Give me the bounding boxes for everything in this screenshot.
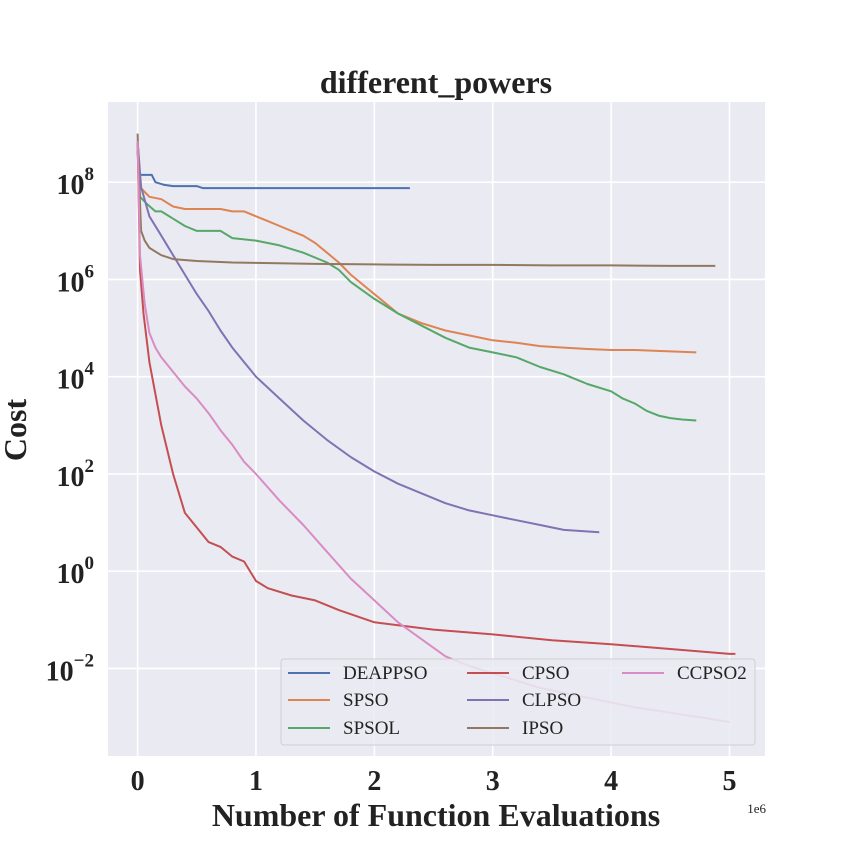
y-tick-label: 100 (57, 553, 95, 590)
legend-label-cpso: CPSO (522, 663, 570, 684)
x-tick-label: 5 (722, 766, 736, 797)
x-axis-label: Number of Function Evaluations (212, 797, 660, 833)
x-tick-label: 1 (249, 766, 263, 797)
legend-label-spso: SPSO (343, 690, 388, 711)
series-lines (136, 133, 736, 723)
x-tick-labels: 0 1 2 3 4 5 (131, 766, 737, 797)
x-tick-label: 2 (367, 766, 381, 797)
y-tick-labels: 108 106 104 102 100 10−2 (46, 164, 95, 687)
x-tick-label: 4 (604, 766, 618, 797)
chart-title: different_powers (320, 64, 552, 100)
legend: DEAPPSO SPSO SPSOL CPSO CLPSO IPSO CCPSO2 (280, 658, 756, 746)
grid (108, 102, 765, 756)
x-tick-label: 3 (486, 766, 500, 797)
y-tick-label: 104 (57, 359, 95, 396)
series-line-cpso (136, 140, 736, 655)
series-line-ipso (136, 133, 716, 267)
plot-background (108, 102, 765, 756)
legend-label-ccpso2: CCPSO2 (677, 663, 747, 684)
x-tick-label: 0 (131, 766, 145, 797)
legend-box (280, 658, 756, 746)
y-axis-label: Cost (0, 399, 33, 462)
series-line-deappso (136, 150, 410, 190)
y-tick-label: 102 (57, 456, 95, 493)
series-line-spso (136, 140, 697, 354)
y-tick-label: 10−2 (46, 650, 94, 687)
legend-label-deappso: DEAPPSO (343, 663, 427, 684)
x-offset-label: 1e6 (747, 801, 766, 816)
series-line-spsol (136, 140, 697, 422)
legend-label-clpso: CLPSO (522, 690, 581, 711)
legend-label-ipso: IPSO (522, 718, 563, 739)
legend-label-spsol: SPSOL (343, 718, 400, 739)
y-tick-label: 106 (57, 261, 95, 298)
y-tick-label: 108 (57, 164, 95, 201)
